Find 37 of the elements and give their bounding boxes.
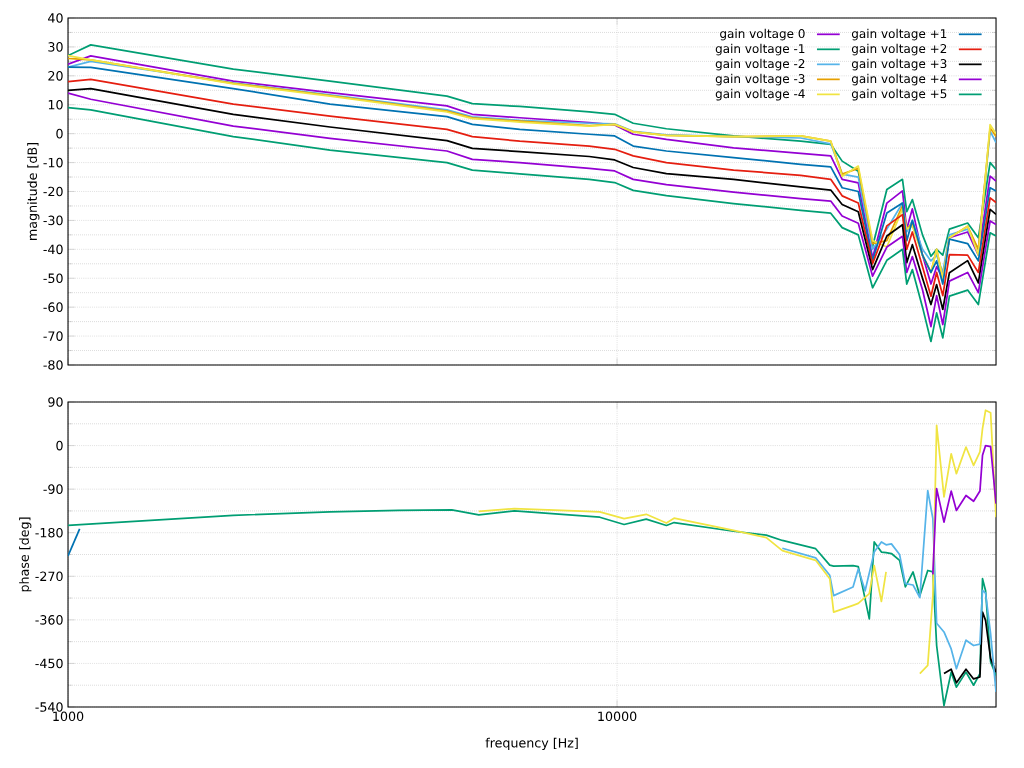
- x-axis-title: frequency [Hz]: [485, 737, 578, 751]
- legend-label: gain voltage 0: [720, 28, 805, 41]
- line-series: [931, 444, 997, 576]
- y-tick-label: -450: [35, 658, 63, 669]
- y-tick-label: 90: [48, 397, 63, 407]
- y-tick-label: 0: [56, 440, 63, 451]
- x-tick-label: 1000: [53, 711, 84, 722]
- legend-label: gain voltage -2: [715, 58, 805, 71]
- y-tick-label: -30: [43, 215, 63, 226]
- y-tick-label: -20: [43, 186, 63, 197]
- legend-label: gain voltage +2: [851, 43, 947, 56]
- y-tick-label: -50: [43, 273, 63, 284]
- y-tick-label: -40: [43, 244, 63, 255]
- y-tick-label: -180: [35, 527, 63, 538]
- y-tick-label: -540: [35, 702, 63, 712]
- legend-label: gain voltage -1: [715, 43, 805, 56]
- legend-label: gain voltage +5: [851, 88, 947, 101]
- y-tick-label: -10: [43, 157, 63, 168]
- y-tick-label: -360: [35, 615, 63, 625]
- legend-label: gain voltage +1: [851, 28, 947, 41]
- y-tick-label: 10: [48, 99, 63, 110]
- legend-label: gain voltage -4: [715, 88, 805, 101]
- y-tick-label: 40: [48, 13, 63, 23]
- y-axis-title: phase [deg]: [19, 517, 32, 592]
- y-tick-label: -80: [43, 360, 63, 370]
- legend-label: gain voltage +4: [851, 73, 947, 86]
- y-tick-label: -70: [43, 331, 63, 341]
- y-tick-label: 30: [48, 42, 63, 52]
- x-tick-label: 10000: [598, 711, 637, 722]
- legend-label: gain voltage +3: [851, 58, 947, 71]
- y-tick-label: -60: [43, 302, 63, 312]
- y-tick-label: -270: [35, 571, 63, 582]
- y-tick-label: 20: [48, 71, 63, 81]
- y-axis-title: magnitude [dB]: [27, 143, 40, 240]
- legend-label: gain voltage -3: [715, 73, 805, 86]
- y-tick-label: 0: [56, 128, 63, 139]
- y-tick-label: -90: [43, 484, 63, 494]
